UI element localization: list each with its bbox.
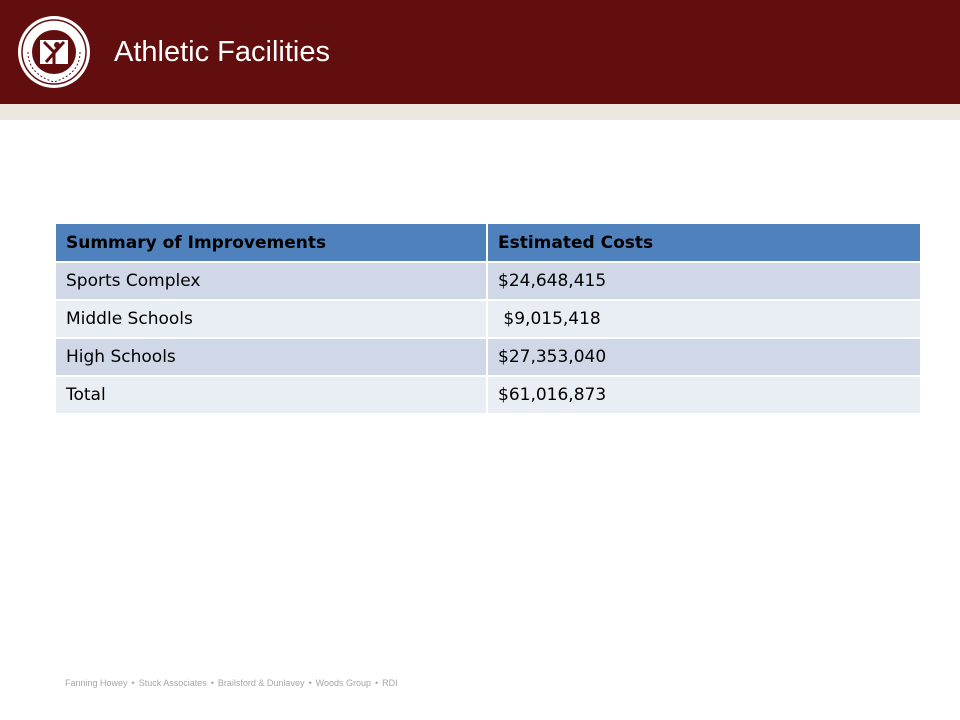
cost-cell: $24,648,415 xyxy=(486,262,920,301)
cost-cell: $27,353,040 xyxy=(486,338,920,377)
slide-title: Athletic Facilities xyxy=(114,36,330,68)
column-header: Summary of Improvements xyxy=(56,224,487,263)
footer-separator: • xyxy=(210,678,214,688)
cost-cell: $9,015,418 xyxy=(486,300,920,339)
table-header-row: Summary of Improvements Estimated Costs xyxy=(56,224,920,263)
column-header: Estimated Costs xyxy=(486,224,920,263)
cost-cell: $61,016,873 xyxy=(486,376,920,415)
footer-firm: Brailsford & Dunlavey xyxy=(217,678,305,688)
footer-firm: RDI xyxy=(382,678,398,688)
footer-separator: • xyxy=(374,678,379,688)
slide-header: Athletic Facilities xyxy=(0,0,960,104)
footer-firm: Stuck Associates xyxy=(138,678,207,688)
table-row: High Schools $27,353,040 xyxy=(56,338,920,377)
improvement-cell: Total xyxy=(56,376,487,415)
improvements-cost-table: Summary of Improvements Estimated Costs … xyxy=(56,224,920,415)
table-row: Sports Complex $24,648,415 xyxy=(56,262,920,301)
table-row: Middle Schools $9,015,418 xyxy=(56,300,920,339)
improvement-cell: High Schools xyxy=(56,338,487,377)
improvement-cell: Sports Complex xyxy=(56,262,487,301)
table-row: Total $61,016,873 xyxy=(56,376,920,415)
footer-separator: • xyxy=(308,678,312,688)
school-district-seal-icon xyxy=(14,14,94,90)
footer-separator: • xyxy=(131,678,135,688)
improvement-cell: Middle Schools xyxy=(56,300,487,339)
footer-firm: Fanning Howey xyxy=(65,678,128,688)
footer-firm-credits: Fanning Howey • Stuck Associates • Brailsfor… xyxy=(65,678,398,688)
footer-firm: Woods Group xyxy=(315,678,371,688)
header-accent-band xyxy=(0,104,960,120)
